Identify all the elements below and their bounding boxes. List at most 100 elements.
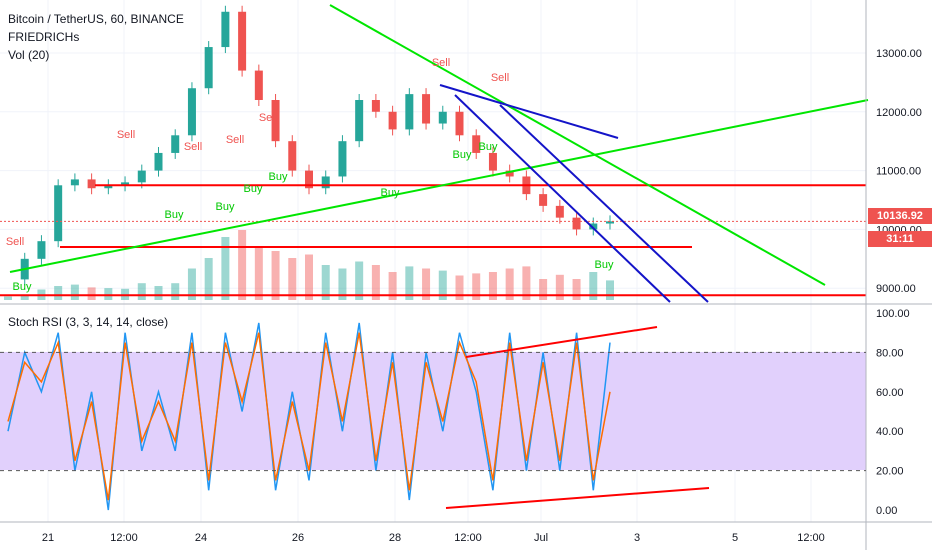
volume-bar	[70, 284, 79, 300]
volume-bars	[4, 230, 614, 300]
volume-bar	[488, 272, 497, 300]
x-tick-label: 21	[42, 532, 54, 544]
stoch-rsi-label: Stoch RSI (3, 3, 14, 14, close)	[8, 315, 169, 329]
volume-bar	[472, 273, 481, 300]
volume-bar	[154, 286, 163, 300]
buy-signal-label: Buy	[381, 187, 400, 199]
volume-bar	[371, 265, 380, 300]
rsi-d-line	[7, 332, 611, 501]
sell-signal-label: Sell	[259, 112, 277, 124]
candle-body	[104, 185, 113, 189]
volume-bar	[104, 288, 113, 300]
rsi-tick-label: 80.00	[876, 347, 904, 359]
x-tick-label: 28	[389, 532, 401, 544]
price-tick-label: 12000.00	[876, 107, 922, 119]
candle-body	[238, 11, 247, 71]
sell-signal-label: Sell	[432, 57, 450, 69]
volume-bar	[271, 251, 280, 300]
sell-signal-label: Sell	[184, 141, 202, 153]
candle-body	[405, 94, 414, 130]
volume-bar	[171, 283, 180, 300]
candle-body	[371, 100, 380, 112]
volume-bar	[589, 272, 598, 300]
sell-signal-label: Sell	[6, 236, 24, 248]
candle-body	[606, 221, 614, 224]
buy-signal-label: Buy	[216, 201, 235, 213]
trend-line[interactable]	[499, 104, 709, 303]
rsi-axis-ticks: 0.00 20.00 40.00 60.00 80.00 100.00	[876, 308, 910, 517]
sell-signal-label: Sell	[117, 129, 135, 141]
candle-body	[589, 223, 598, 230]
volume-bar	[54, 286, 63, 300]
candle-body	[305, 170, 313, 189]
candle-body	[137, 170, 146, 183]
candle-body	[288, 141, 297, 171]
buy-signal-label: Buy	[13, 281, 32, 293]
volume-bar	[87, 287, 96, 300]
volume-bar	[405, 266, 414, 300]
volume-bar	[422, 268, 431, 300]
volume-bar	[572, 279, 581, 300]
candle-body	[555, 205, 564, 218]
volume-bar	[388, 272, 397, 300]
candle-body	[539, 194, 548, 206]
candle-body	[355, 100, 364, 142]
volume-bar	[204, 258, 213, 300]
rsi-tick-label: 40.00	[876, 426, 904, 438]
volume-bar	[254, 247, 263, 300]
x-tick-label: 12:00	[454, 532, 482, 544]
candle-body	[321, 176, 330, 189]
volume-bar	[338, 268, 347, 300]
candle-body	[388, 111, 397, 130]
trend-line[interactable]	[454, 94, 671, 303]
candle-body	[154, 152, 163, 171]
horizontal-levels	[0, 184, 866, 297]
x-tick-label: 26	[292, 532, 304, 544]
candle-body	[187, 88, 196, 136]
candle-body	[422, 94, 431, 124]
x-tick-label: 12:00	[110, 532, 138, 544]
indicator-volume: Vol (20)	[8, 48, 50, 62]
x-tick-label: 24	[195, 532, 207, 544]
candle-body	[572, 217, 581, 230]
grid	[0, 0, 866, 522]
candle-body	[438, 111, 447, 124]
volume-bar	[221, 237, 230, 300]
candle-body	[70, 179, 79, 186]
x-tick-label: 12:00	[797, 532, 825, 544]
rsi-tick-label: 0.00	[876, 505, 897, 517]
buy-signal-label: Buy	[165, 209, 184, 221]
sell-signal-label: Sell	[226, 134, 244, 146]
volume-bar	[137, 283, 146, 300]
buy-signal-label: Buy	[269, 171, 288, 183]
last-price-badge: 10136.92	[868, 208, 932, 224]
candle-body	[338, 141, 347, 177]
trend-line[interactable]	[439, 84, 619, 139]
price-tick-label: 9000.00	[876, 283, 916, 295]
candle-body	[488, 152, 497, 171]
volume-bar	[20, 294, 29, 300]
signals: Sell Buy Sell Buy Sell Buy Sell Buy Sell Buy Buy Se…	[6, 57, 614, 293]
x-tick-label: Jul	[534, 532, 548, 544]
buy-signal-label: Buy	[595, 259, 614, 271]
price-tick-label: 11000.00	[876, 166, 921, 178]
candle-body	[472, 135, 481, 153]
rsi-tick-label: 60.00	[876, 387, 904, 399]
trend-line[interactable]	[9, 99, 869, 273]
candle-body	[221, 11, 230, 48]
volume-bar	[238, 230, 247, 300]
volume-bar	[522, 266, 531, 300]
buy-signal-label: Buy	[244, 183, 263, 195]
rsi-tick-label: 20.00	[876, 466, 904, 478]
rsi-tick-label: 100.00	[876, 308, 910, 320]
trend-line[interactable]	[329, 4, 826, 286]
volume-bar	[505, 268, 514, 300]
price-series	[0, 5, 866, 286]
volume-bar	[305, 254, 313, 300]
candle-body	[505, 170, 514, 177]
volume-bar	[606, 280, 614, 300]
rsi-trend-line[interactable]	[445, 487, 710, 509]
